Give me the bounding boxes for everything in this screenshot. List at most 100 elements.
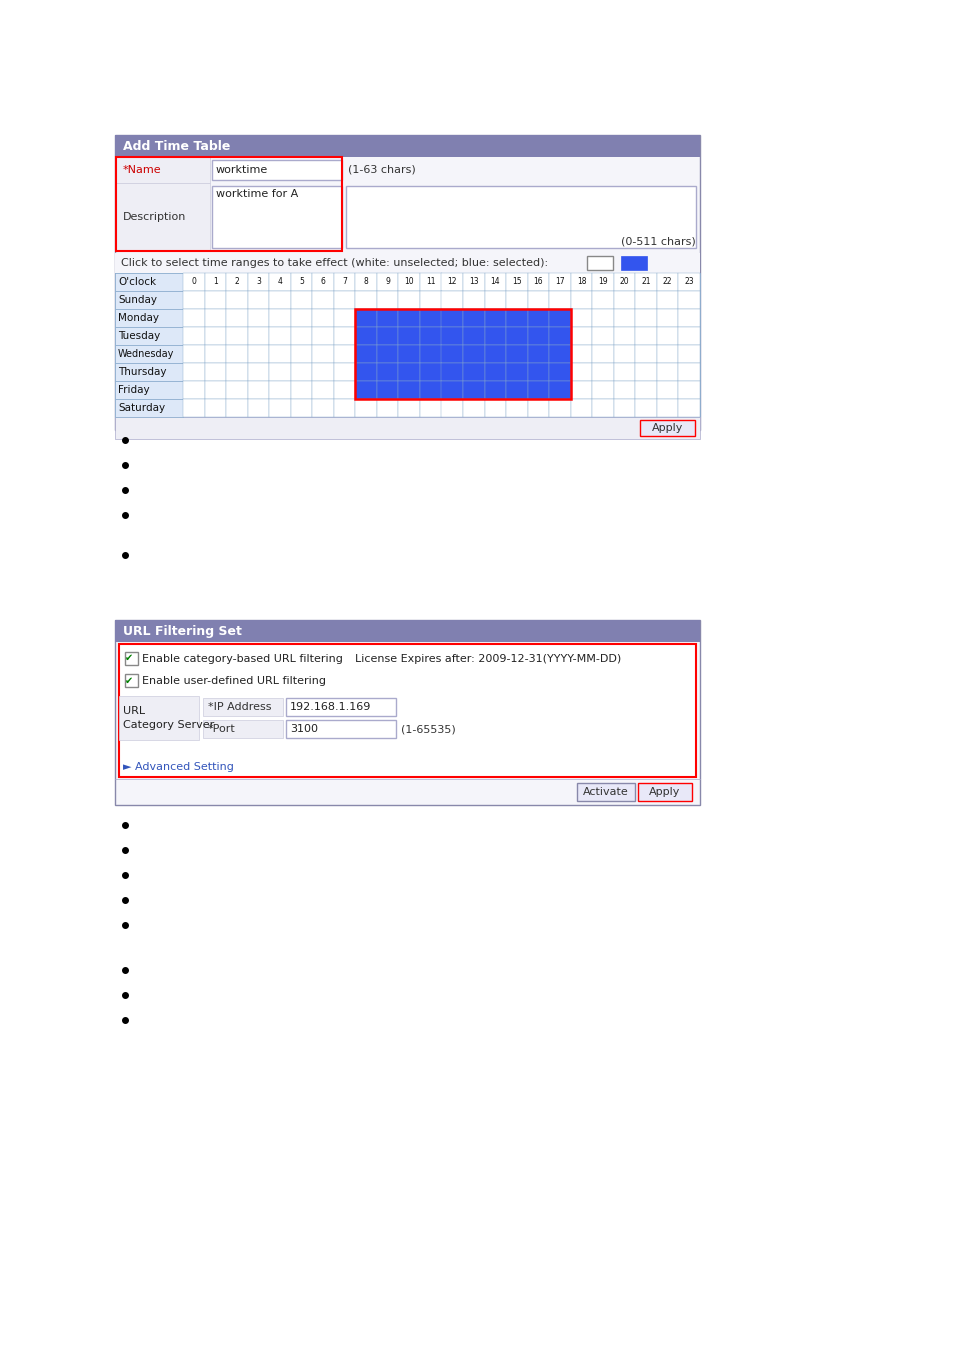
Bar: [419, 346, 441, 363]
Bar: [204, 381, 226, 400]
Bar: [678, 273, 700, 292]
Bar: [592, 327, 613, 346]
Bar: [115, 620, 700, 643]
Bar: [203, 698, 283, 716]
Bar: [269, 346, 291, 363]
Bar: [248, 363, 269, 381]
Bar: [657, 346, 678, 363]
Text: 192.168.1.169: 192.168.1.169: [290, 702, 371, 711]
Bar: [657, 327, 678, 346]
Bar: [657, 363, 678, 381]
Bar: [204, 292, 226, 309]
Bar: [657, 273, 678, 292]
Text: ✔: ✔: [125, 653, 133, 663]
Bar: [226, 273, 248, 292]
Text: Click to select time ranges to take effect (white: unselected; blue: selected):: Click to select time ranges to take effe…: [121, 258, 548, 269]
Text: *Name: *Name: [123, 165, 161, 176]
Bar: [639, 420, 695, 436]
Bar: [226, 381, 248, 400]
Bar: [506, 292, 527, 309]
Bar: [183, 346, 204, 363]
Bar: [635, 381, 657, 400]
Bar: [115, 381, 183, 400]
Bar: [286, 698, 395, 716]
Bar: [203, 720, 283, 738]
Bar: [678, 292, 700, 309]
Bar: [334, 363, 355, 381]
Bar: [419, 292, 441, 309]
Bar: [592, 273, 613, 292]
Bar: [570, 346, 592, 363]
Bar: [635, 309, 657, 327]
Bar: [334, 292, 355, 309]
Text: License Expires after: 2009-12-31(YYYY-MM-DD): License Expires after: 2009-12-31(YYYY-M…: [355, 653, 620, 664]
Bar: [183, 363, 204, 381]
Text: (0-511 chars): (0-511 chars): [620, 238, 696, 247]
Bar: [115, 273, 700, 417]
Bar: [355, 309, 376, 327]
Bar: [657, 400, 678, 417]
Bar: [484, 381, 506, 400]
Bar: [577, 783, 635, 801]
Bar: [312, 273, 334, 292]
Bar: [592, 346, 613, 363]
Text: 7: 7: [342, 278, 347, 286]
Bar: [570, 400, 592, 417]
Text: 23: 23: [683, 278, 694, 286]
Bar: [204, 346, 226, 363]
Bar: [635, 327, 657, 346]
Bar: [506, 327, 527, 346]
Bar: [506, 309, 527, 327]
Bar: [638, 783, 691, 801]
Bar: [635, 273, 657, 292]
Bar: [570, 381, 592, 400]
Bar: [527, 363, 549, 381]
Bar: [291, 292, 312, 309]
Bar: [312, 327, 334, 346]
Text: 14: 14: [490, 278, 499, 286]
Bar: [183, 292, 204, 309]
Text: Monday: Monday: [118, 313, 159, 323]
Text: 0: 0: [192, 278, 196, 286]
Bar: [441, 327, 462, 346]
Bar: [334, 381, 355, 400]
Bar: [462, 346, 484, 363]
Bar: [291, 327, 312, 346]
Bar: [226, 327, 248, 346]
Bar: [355, 292, 376, 309]
Bar: [613, 327, 635, 346]
Bar: [183, 327, 204, 346]
Bar: [269, 363, 291, 381]
Bar: [484, 363, 506, 381]
Bar: [441, 400, 462, 417]
Bar: [657, 292, 678, 309]
Bar: [592, 309, 613, 327]
Text: 4: 4: [277, 278, 282, 286]
Text: ✔: ✔: [125, 676, 133, 686]
Bar: [291, 363, 312, 381]
Bar: [441, 273, 462, 292]
Bar: [635, 346, 657, 363]
Bar: [678, 309, 700, 327]
Bar: [212, 186, 341, 248]
Bar: [484, 309, 506, 327]
Bar: [527, 400, 549, 417]
Bar: [269, 273, 291, 292]
Bar: [419, 363, 441, 381]
Bar: [312, 363, 334, 381]
Bar: [269, 327, 291, 346]
Bar: [116, 157, 341, 251]
Bar: [419, 381, 441, 400]
Text: URL: URL: [123, 706, 145, 716]
Bar: [355, 400, 376, 417]
Text: 19: 19: [598, 278, 607, 286]
Bar: [204, 363, 226, 381]
Bar: [226, 400, 248, 417]
Bar: [613, 273, 635, 292]
Bar: [376, 273, 398, 292]
Bar: [527, 381, 549, 400]
Bar: [115, 273, 183, 292]
Bar: [334, 309, 355, 327]
Text: (1-65535): (1-65535): [400, 724, 456, 734]
Bar: [248, 346, 269, 363]
